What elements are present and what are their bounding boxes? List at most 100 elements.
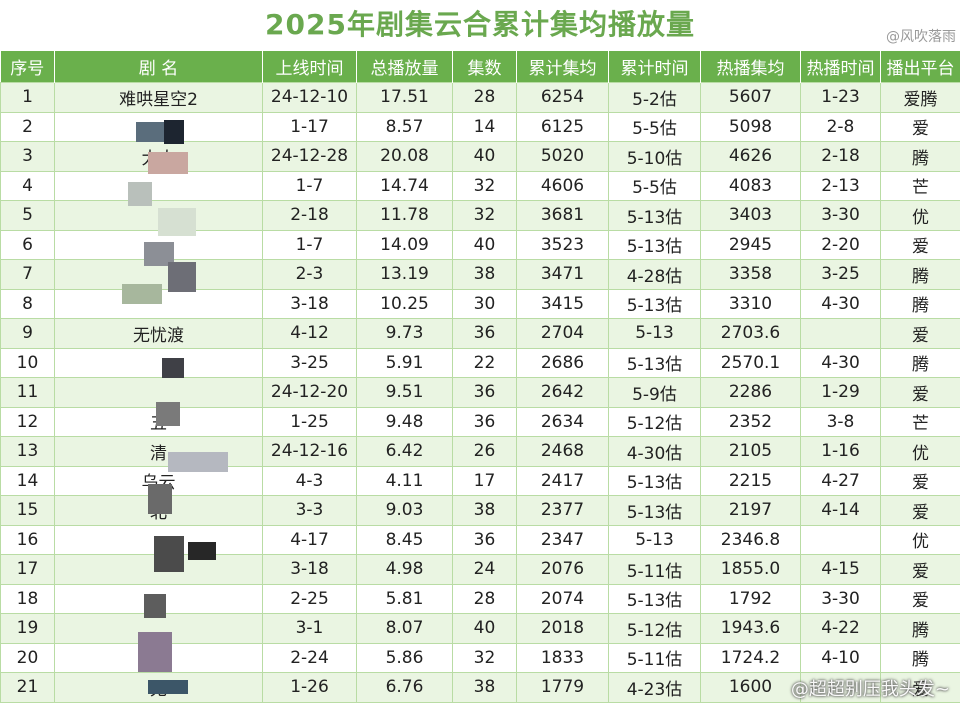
table-cell: 2-18 [262,200,357,231]
table-cell: 6125 [516,111,609,142]
table-row: 2 1-17 8.57 14 6125 5-5估 5098 2-8 爱 [0,111,960,142]
table-header-row: 序号剧 名上线时间 总播放量 集数 累计集均 累计时间 热播集均 热播时间 播出平台 [0,51,960,83]
table-cell: 4-23估 [608,672,701,703]
table-cell: 5.91 [356,347,453,378]
table-cell: 5-12估 [608,613,701,644]
table-row: 18 2-25 5.81 28 2074 5-13估 1792 3-30 爱 [0,583,960,614]
table-cell: 40 [452,229,517,260]
table-cell: 32 [452,170,517,201]
table-cell: 10.25 [356,288,453,319]
table-cell: 24-12-28 [262,141,357,172]
table-cell: 2 [0,111,55,142]
table-cell: 2-25 [262,583,357,614]
table-body: 1 难哄星空2 24-12-10 17.51 28 6254 5-2估 5607 1-23 爱腾 2… [0,82,960,703]
table-row: 11 24-12-20 9.51 36 2642 5-9估 2286 1-29 爱 [0,377,960,408]
table-cell: 腾 [880,288,960,319]
table-cell: 20.08 [356,141,453,172]
table-row: 13 清 24-12-16 6.42 26 2468 4-30估 2105 1-16 优 [0,436,960,467]
table-cell: 4-10 [800,642,881,673]
table-cell: 2634 [516,406,609,437]
table-cell: 5.81 [356,583,453,614]
table-cell: 17 [452,465,517,496]
table-cell: 2-8 [800,111,881,142]
table-cell: 13.19 [356,259,453,290]
table-cell: 2417 [516,465,609,496]
table-cell: 2-13 [800,170,881,201]
table-cell: 3-18 [262,554,357,585]
table-row: 7 2-3 13.19 38 3471 4-28估 3358 3-25 腾 [0,259,960,290]
table-cell: 38 [452,672,517,703]
table-cell: 5 [0,200,55,231]
table-cell: 36 [452,318,517,349]
table-cell: 6254 [516,82,609,113]
table-cell: 4-30估 [608,436,701,467]
source-watermark: @风吹落雨 [886,29,956,45]
table-cell: 2286 [700,377,801,408]
column-header: 热播集均 [700,51,801,83]
column-header: 剧 名 [54,51,263,83]
table-cell: 1-25 [262,406,357,437]
table-cell: 7 [0,259,55,290]
table-cell: 12 [0,406,55,437]
table-cell: 无忧渡 [54,318,263,349]
column-header: 播出平台 [880,51,960,83]
table-cell: 1724.2 [700,642,801,673]
table-cell: 6.42 [356,436,453,467]
table-cell: 4-17 [262,524,357,555]
table-cell: 优 [880,524,960,555]
table-cell [800,672,881,703]
column-header: 上线时间 [262,51,357,83]
table-cell: 3-30 [800,200,881,231]
column-header: 累计集均 [516,51,609,83]
table-cell: 2-18 [800,141,881,172]
table-cell: 2018 [516,613,609,644]
table-cell: 2346.8 [700,524,801,555]
table-cell: 5-2估 [608,82,701,113]
table-cell: 爱 [880,318,960,349]
table-cell: 4-12 [262,318,357,349]
table-cell: 5-5估 [608,170,701,201]
table-cell: 腾 [880,613,960,644]
table-cell: 5-13估 [608,347,701,378]
table-cell: 3-18 [262,288,357,319]
table-cell: 4-15 [800,554,881,585]
table-cell: 26 [452,436,517,467]
table-cell: 腾 [880,259,960,290]
table-cell: 优 [880,436,960,467]
table-cell: 4.98 [356,554,453,585]
table-row: 5 2-18 11.78 32 3681 5-13估 3403 3-30 优 [0,200,960,231]
table-cell: 2197 [700,495,801,526]
table-cell [54,613,263,644]
table-cell: 3-30 [800,583,881,614]
table-cell: 32 [452,200,517,231]
table-cell [800,318,881,349]
table-cell: 4-3 [262,465,357,496]
table-cell: 5-11估 [608,642,701,673]
table-cell: 16 [0,524,55,555]
table-row: 17 3-18 4.98 24 2076 5-11估 1855.0 4-15 爱 [0,554,960,585]
table-cell: 1-17 [262,111,357,142]
table-cell: 19 [0,613,55,644]
column-header: 累计时间 [608,51,701,83]
table-cell: 乌云 [54,465,263,496]
table-cell: 5.86 [356,642,453,673]
table-cell: 2945 [700,229,801,260]
table-row: 3 大人 24-12-28 20.08 40 5020 5-10估 4626 2-18 腾 [0,141,960,172]
page-title: 2025年剧集云合累计集均播放量 [265,8,695,41]
table-cell: 爱 [880,583,960,614]
table-cell [54,200,263,231]
table-cell: 11.78 [356,200,453,231]
table-cell: 5098 [700,111,801,142]
table-cell [54,259,263,290]
table-cell: 清 [54,436,263,467]
table-cell: 40 [452,613,517,644]
table-cell: 大人 [54,141,263,172]
table-cell: 5-13估 [608,288,701,319]
table-cell: 腾 [880,347,960,378]
table-cell: 24-12-10 [262,82,357,113]
table-cell: 2686 [516,347,609,378]
table-cell: 4-27 [800,465,881,496]
table-cell: 1-29 [800,377,881,408]
table-cell: 6 [0,229,55,260]
table-cell: 5-10估 [608,141,701,172]
